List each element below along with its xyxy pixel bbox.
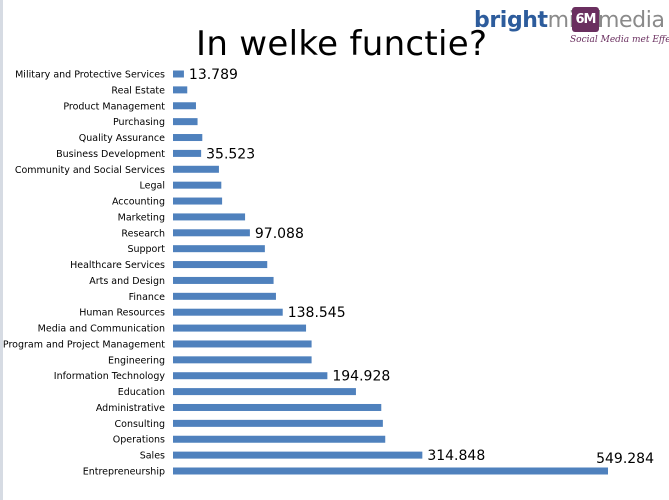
bar xyxy=(173,388,356,396)
bar xyxy=(173,403,382,411)
category-label: Entrepreneurship xyxy=(83,467,165,478)
category-label: Accounting xyxy=(112,197,165,208)
bar xyxy=(173,372,328,380)
category-label: Human Resources xyxy=(79,308,165,319)
category-label: Engineering xyxy=(108,355,165,366)
bars xyxy=(173,70,608,475)
bar xyxy=(173,181,222,189)
data-label: 549.284 xyxy=(596,451,654,467)
category-label: Media and Communication xyxy=(38,324,165,335)
category-label: Quality Assurance xyxy=(79,133,165,144)
category-label: Consulting xyxy=(115,419,166,430)
bar xyxy=(173,86,188,94)
category-label: Research xyxy=(121,228,165,239)
data-label: 138.545 xyxy=(288,305,346,321)
data-label: 13.789 xyxy=(189,67,238,83)
brand-word-media: media xyxy=(598,8,665,33)
category-label: Real Estate xyxy=(111,85,165,96)
bar xyxy=(173,197,223,205)
brand-mark-icon: 6M xyxy=(572,7,599,32)
category-label: Community and Social Services xyxy=(15,165,165,176)
bar xyxy=(173,467,608,475)
category-label: Support xyxy=(127,244,165,255)
slide-edge-rule xyxy=(0,0,3,500)
bar xyxy=(173,134,203,142)
category-label: Administrative xyxy=(96,403,165,414)
category-label: Product Management xyxy=(63,101,165,112)
data-label: 194.928 xyxy=(332,369,390,385)
bar xyxy=(173,356,312,364)
bar xyxy=(173,435,386,443)
brand-word-bright: bright xyxy=(474,8,548,33)
category-label: Information Technology xyxy=(54,371,166,382)
bar xyxy=(173,149,202,157)
data-label: 35.523 xyxy=(206,146,255,162)
category-label: Arts and Design xyxy=(89,276,165,287)
bar xyxy=(173,102,196,110)
data-label: 314.848 xyxy=(427,448,485,464)
category-label: Purchasing xyxy=(113,117,165,128)
category-label: Sales xyxy=(140,451,165,462)
bar xyxy=(173,324,307,332)
bar xyxy=(173,245,265,253)
category-label: Healthcare Services xyxy=(70,260,165,271)
bar xyxy=(173,308,283,316)
bar xyxy=(173,261,268,269)
category-labels: Military and Protective Services Real Est… xyxy=(3,70,165,478)
category-label: Marketing xyxy=(118,212,165,223)
category-label: Finance xyxy=(129,292,165,303)
bar xyxy=(173,451,423,459)
bar xyxy=(173,419,383,427)
category-label: Business Development xyxy=(56,149,165,160)
bar xyxy=(173,292,276,300)
chart-title: In welke functie? xyxy=(196,24,488,64)
brightmind-media-logo: brightmind 6M media Social Media met Eff… xyxy=(474,5,669,47)
data-label: 97.088 xyxy=(255,226,304,242)
category-label: Legal xyxy=(140,181,165,192)
bar xyxy=(173,276,274,284)
bar xyxy=(173,213,246,221)
bar xyxy=(173,229,250,237)
category-label: Operations xyxy=(113,435,165,446)
bar xyxy=(173,70,184,78)
brand-slogan: Social Media met Effect xyxy=(570,35,669,45)
bar xyxy=(173,165,219,173)
data-labels: 13.789 35.523 97.088 138.545 194.928 314.848 5… xyxy=(189,67,654,467)
bar xyxy=(173,118,198,126)
category-label: Program and Project Management xyxy=(3,339,165,350)
category-label: Military and Protective Services xyxy=(15,70,165,81)
bar xyxy=(173,340,312,348)
category-label: Education xyxy=(118,387,165,398)
